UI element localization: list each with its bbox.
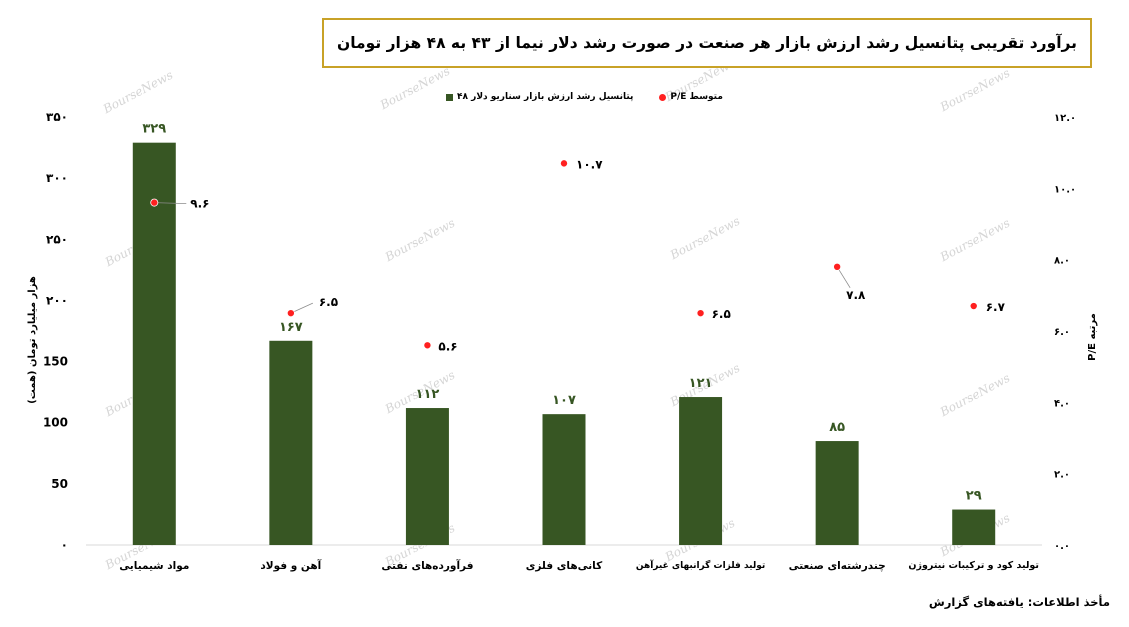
pe-value-label: ۷.۸ <box>846 288 866 302</box>
y-tick-label: ۳۵۰ <box>46 110 68 124</box>
bar-value-label: ۲۹ <box>966 489 982 504</box>
y2-tick-label: ۱۲.۰ <box>1054 113 1076 124</box>
pe-value-label: ۹.۶ <box>190 197 209 211</box>
bar <box>542 414 586 545</box>
chart-title: برآورد تقریبی پتانسیل رشد ارزش بازار هر … <box>337 34 1077 52</box>
pe-value-label: ۶.۵ <box>319 295 338 309</box>
pe-value-label: ۶.۵ <box>712 307 731 321</box>
pe-leader-line <box>290 302 314 314</box>
y-tick-label: ۰ <box>61 538 68 552</box>
x-category-label: تولید فلزات گرانبهای غیرآهن <box>635 561 766 571</box>
bar-value-label: ۱۰۷ <box>552 393 576 408</box>
legend-dot-icon <box>659 93 667 101</box>
y-axis-right: ۰.۰ ۲.۰ ۴.۰ ۶.۰ ۸.۰ ۱۰.۰ ۱۲.۰ <box>1054 113 1076 552</box>
x-category-label: تولید کود و ترکیبات نیتروژن <box>908 560 1039 571</box>
bar <box>269 340 313 545</box>
legend-label-pe-series: متوسط P/E <box>670 92 723 102</box>
x-category-label: مواد شیمیایی <box>119 560 190 572</box>
pe-point <box>423 341 432 350</box>
bar-value-label: ۱۱۲ <box>416 387 440 402</box>
x-category-label: آهن و فولاد <box>260 560 322 572</box>
bar-value-label: ۳۲۹ <box>142 122 166 137</box>
source-note: مأخذ اطلاعات: یافته‌های گزارش <box>928 595 1110 609</box>
legend-item-pe-series: متوسط P/E <box>659 92 723 102</box>
x-category-label: چندرشته‌ای صنعتی <box>788 560 886 572</box>
y-axis-left: ۰ 50 100 150 ۲۰۰ ۲۵۰ ۳۰۰ ۳۵۰ <box>43 110 68 552</box>
pe-leader-line <box>836 266 851 289</box>
pe-point <box>833 262 842 271</box>
x-category-label: کانی‌های فلزی <box>525 560 603 572</box>
y2-tick-label: ۴.۰ <box>1054 398 1070 409</box>
bar <box>952 509 996 545</box>
chart-title-box: برآورد تقریبی پتانسیل رشد ارزش بازار هر … <box>322 18 1092 68</box>
legend-square-icon <box>446 93 453 101</box>
bar-value-label: ۱۲۱ <box>689 376 713 391</box>
bar <box>679 397 723 545</box>
bar <box>132 142 176 545</box>
pe-point <box>969 302 978 311</box>
bar-value-label: ۸۵ <box>829 420 845 435</box>
y2-tick-label: ۶.۰ <box>1054 327 1070 338</box>
y2-tick-label: ۲.۰ <box>1054 470 1070 481</box>
bar <box>405 408 449 545</box>
bar-value-label: ۱۶۷ <box>279 320 303 335</box>
pe-value-label: ۶.۷ <box>986 300 1006 314</box>
bar-series: ۳۲۹ ۱۶۷ ۱۱۲ ۱۰۷ ۱۲۱ ۸۵ ۲۹ <box>132 122 996 545</box>
pe-point <box>150 198 159 207</box>
pe-value-label: ۵.۶ <box>438 339 457 353</box>
y2-tick-label: ۸.۰ <box>1054 256 1070 267</box>
pe-series: ۹.۶ ۶.۵ ۵.۶ ۱۰.۷ ۶.۵ ۷.۸ ۶.۷ <box>150 157 1006 353</box>
y-tick-label: 50 <box>51 477 68 491</box>
y-tick-label: 150 <box>43 355 68 369</box>
y-axis-left-title: هزار میلیارد تومان (همت) <box>27 276 38 404</box>
x-category-label: فرآورده‌های نفتی <box>381 560 474 572</box>
y-axis-right-title: مرتبه P/E <box>1087 313 1098 361</box>
y-tick-label: 100 <box>43 416 68 430</box>
bar <box>815 441 859 545</box>
y-tick-label: ۲۵۰ <box>46 232 68 246</box>
y2-tick-label: ۰.۰ <box>1054 541 1070 552</box>
legend-item-bar-series: پتانسیل رشد ارزش بازار سناریو دلار ۴۸ <box>446 92 633 102</box>
legend: پتانسیل رشد ارزش بازار سناریو دلار ۴۸ مت… <box>446 89 749 105</box>
pe-value-label: ۱۰.۷ <box>576 157 603 171</box>
y-tick-label: ۲۰۰ <box>46 293 68 307</box>
pe-point <box>560 159 569 168</box>
pe-point <box>696 309 705 318</box>
pe-point <box>286 309 295 318</box>
legend-label-bar-series: پتانسیل رشد ارزش بازار سناریو دلار ۴۸ <box>457 92 634 102</box>
y-tick-label: ۳۰۰ <box>46 171 68 185</box>
pe-leader-line <box>154 202 187 204</box>
y2-tick-label: ۱۰.۰ <box>1054 184 1076 195</box>
